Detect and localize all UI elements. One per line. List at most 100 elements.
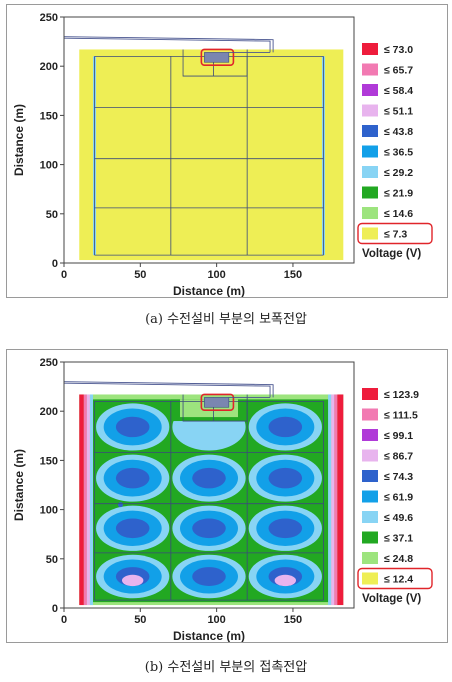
cell-r1-c0 [96,505,170,551]
substation-equipment [204,52,230,63]
legend-swatch-2 [362,429,378,441]
cell-r2-c2-ring-3 [268,467,303,489]
cell-r2-c2 [248,454,322,502]
caption-b: (b) 수전설비 부분의 접촉전압 [144,660,308,675]
legend: ≤ 123.9 ≤ 111.5 ≤ 99.1 ≤ 86.7 ≤ 74.3 ≤ 61.9 ≤ … [357,388,433,605]
legend-label-3: ≤ 51.1 [384,106,413,118]
legend-label-1: ≤ 65.7 [384,65,413,77]
legend-swatch-1 [362,408,378,421]
x-tick-label-3: 150 [284,269,302,281]
cell-r0-c0 [96,554,170,599]
y-tick-label-5: 250 [40,12,58,24]
cell-r3-c2-ring-3 [268,416,303,438]
cable-line-1 [63,381,274,398]
x-tick-label-0: 0 [61,614,67,626]
legend-swatch-4 [362,470,378,482]
band-left-0 [79,394,84,606]
legend-swatch-6 [362,511,378,523]
legend-label-6: ≤ 49.6 [384,512,413,524]
legend-label-6: ≤ 29.2 [384,167,413,179]
x-tick-label-2: 100 [207,614,225,626]
legend-title: Voltage (V) [362,593,421,605]
band-right-0 [337,394,344,606]
band-right-1 [334,394,338,606]
cell-r1-c1-ring-3 [192,518,226,539]
legend-swatch-9 [362,572,378,585]
cell-r1-c2 [248,505,322,551]
y-tick-label-1: 50 [46,554,58,566]
cell-r0-c2-ring-4 [274,574,296,587]
legend-swatch-9 [362,227,378,240]
band-left-2 [86,394,90,606]
substation-equipment [204,397,230,408]
y-tick-label-0: 0 [52,258,58,270]
x-tick-label-1: 50 [134,614,146,626]
cell-r2-c1 [172,454,246,502]
cell-r3-c0 [96,403,170,451]
legend-swatch-4 [362,125,378,137]
cable-line-2 [63,382,271,398]
x-tick-label-0: 0 [61,269,67,281]
incoming-cable [63,381,274,398]
axes: 0 50 100 150 0 50 100 150 200 250 Distance (m) Dist… [12,12,355,298]
axes: 0 50 100 150 0 50 100 150 200 250 Distance (m) Dist… [12,357,355,643]
cell-r0-c2 [248,554,322,599]
legend-swatch-1 [362,63,378,76]
plot-border [63,16,355,264]
y-tick-label-3: 150 [40,110,58,122]
legend-label-4: ≤ 43.8 [384,126,413,138]
field-area [79,49,344,261]
panel-b-frame: 0 50 100 150 0 50 100 150 200 250 Distance (m) Dist… [6,349,448,643]
ground-grid [94,400,324,601]
panel-a-frame: 0 50 100 150 0 50 100 150 200 250 Distance (m) Dist… [6,4,448,298]
caption-a: (a) 수전설비 부분의 보폭전압 [145,312,307,327]
substation-notch [182,49,248,77]
legend-label-0: ≤ 123.9 [384,389,419,401]
cable-line-2 [63,37,271,53]
cell-r3-c0-ring-3 [115,416,150,438]
legend-swatch-7 [362,186,378,199]
legend-swatch-5 [362,145,378,158]
band-left-3 [89,394,93,606]
band-right-3 [328,394,332,606]
legend-swatch-5 [362,490,378,503]
plot-area [63,17,354,263]
substation-highlight-box [200,48,235,67]
y-axis-label: Distance (m) [12,449,26,521]
legend-swatch-3 [362,104,378,117]
legend-label-8: ≤ 14.6 [384,208,413,220]
x-axis-label: Distance (m) [173,284,245,297]
legend-label-2: ≤ 58.4 [384,85,413,97]
cell-r1-c2-ring-3 [268,518,303,539]
y-tick-label-3: 150 [40,455,58,467]
x-axis-label: Distance (m) [173,629,245,642]
chart-a: 0 50 100 150 0 50 100 150 200 250 Distance (m) Dist… [12,12,433,298]
legend: ≤ 73.0 ≤ 65.7 ≤ 58.4 ≤ 51.1 ≤ 43.8 ≤ 36.5 ≤ 29… [357,43,433,260]
legend-swatch-8 [362,207,378,219]
legend-swatch-7 [362,531,378,544]
y-tick-label-0: 0 [52,603,58,615]
plot-area [63,362,354,608]
cell-r0-c1-ring-3 [192,567,226,586]
field-dot [117,502,123,508]
y-tick-label-4: 200 [40,61,58,73]
legend-label-4: ≤ 74.3 [384,471,413,483]
cable-line-1 [63,36,274,53]
y-axis-label: Distance (m) [12,104,26,176]
legend-swatch-2 [362,84,378,96]
cell-r3-c2 [248,403,322,451]
legend-label-7: ≤ 21.9 [384,188,413,200]
cell-r0-c1 [172,554,246,599]
substation-highlight-box [200,393,235,412]
chart-b: 0 50 100 150 0 50 100 150 200 250 Distance (m) Dist… [12,357,433,643]
y-tick-label-2: 100 [40,160,58,172]
legend-label-5: ≤ 36.5 [384,147,413,159]
substation-notch [182,394,248,422]
field-area [79,394,344,606]
cell-r2-c0 [96,454,170,502]
y-tick-label-5: 250 [40,357,58,369]
cell-r2-c0-ring-3 [115,467,150,489]
legend-swatch-3 [362,449,378,462]
legend-swatch-6 [362,166,378,178]
cell-r2-c1-ring-3 [192,467,226,489]
